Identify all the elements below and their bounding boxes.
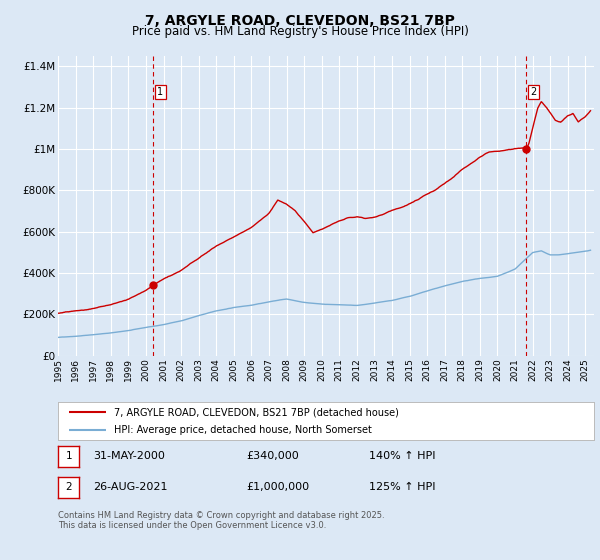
Text: 1: 1: [157, 87, 163, 97]
Text: 1: 1: [65, 451, 72, 461]
Text: 7, ARGYLE ROAD, CLEVEDON, BS21 7BP: 7, ARGYLE ROAD, CLEVEDON, BS21 7BP: [145, 14, 455, 28]
Text: 2: 2: [530, 87, 536, 97]
Text: 7, ARGYLE ROAD, CLEVEDON, BS21 7BP (detached house): 7, ARGYLE ROAD, CLEVEDON, BS21 7BP (deta…: [115, 407, 400, 417]
Text: 125% ↑ HPI: 125% ↑ HPI: [369, 482, 436, 492]
Text: £1,000,000: £1,000,000: [246, 482, 309, 492]
Text: 26-AUG-2021: 26-AUG-2021: [93, 482, 167, 492]
Text: HPI: Average price, detached house, North Somerset: HPI: Average price, detached house, Nort…: [115, 425, 373, 435]
Text: 2: 2: [65, 482, 72, 492]
Text: Price paid vs. HM Land Registry's House Price Index (HPI): Price paid vs. HM Land Registry's House …: [131, 25, 469, 38]
Text: £340,000: £340,000: [246, 451, 299, 461]
Text: Contains HM Land Registry data © Crown copyright and database right 2025.
This d: Contains HM Land Registry data © Crown c…: [58, 511, 385, 530]
Text: 31-MAY-2000: 31-MAY-2000: [93, 451, 165, 461]
Text: 140% ↑ HPI: 140% ↑ HPI: [369, 451, 436, 461]
